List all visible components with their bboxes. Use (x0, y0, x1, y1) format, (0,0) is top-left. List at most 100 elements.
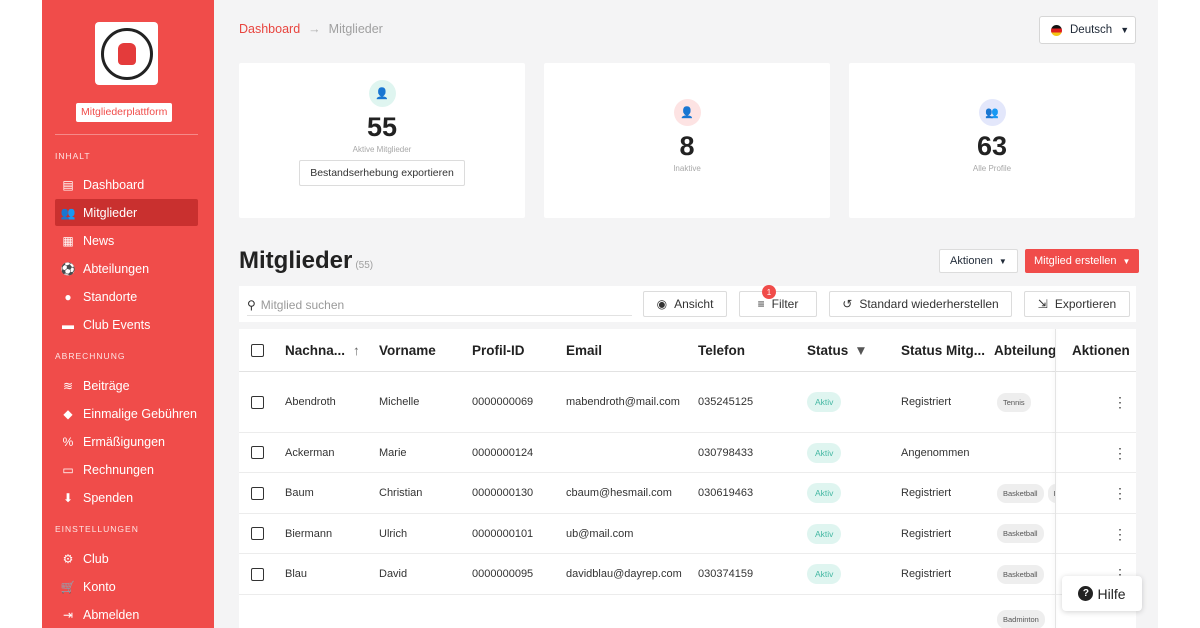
sidebar-item-abmelden[interactable]: ⇥ Abmelden (55, 601, 198, 628)
more-vertical-icon[interactable]: ⋮ (1113, 444, 1127, 461)
location-pin-icon: ● (64, 289, 72, 304)
header-membership-status[interactable]: Status Mitg... (901, 342, 985, 358)
sidebar-item-einmalige-gebuehren[interactable]: ◆ Einmalige Gebühren (55, 400, 198, 427)
cell-membership-status: Registriert (901, 487, 952, 499)
cell-phone: 030798433 (698, 446, 754, 459)
header-lastname-label: Nachna... (285, 342, 346, 358)
sidebar-item-label: Einmalige Gebühren (83, 406, 197, 421)
table-row[interactable]: Blau David 0000000095 davidblau@dayrep.c… (239, 554, 1136, 595)
sidebar-item-label: Mitglieder (83, 205, 138, 220)
sidebar-item-rechnungen[interactable]: ▭ Rechnungen (55, 456, 198, 483)
more-vertical-icon[interactable]: ⋮ (1113, 525, 1127, 542)
help-button[interactable]: ? Hilfe (1062, 576, 1142, 611)
header-departments[interactable]: Abteilunge (994, 342, 1056, 358)
sidebar-item-label: Konto (83, 579, 116, 594)
user-plus-icon: 👤 (368, 80, 396, 107)
stat-label: Inaktive (673, 164, 701, 173)
cell-lastname: Blau (285, 568, 308, 580)
cell-membership-status: Registriert (901, 527, 952, 540)
sidebar-item-standorte[interactable]: ● Standorte (55, 283, 198, 310)
sidebar-divider (55, 134, 198, 135)
table-row[interactable]: Biermann Ulrich 0000000101 ub@mail.com A… (239, 514, 1136, 554)
hand-holding-icon: ⬇ (62, 490, 74, 505)
stat-value: 63 (976, 131, 1008, 161)
stat-card-all-profiles: 👥 63 Alle Profile (849, 63, 1135, 218)
header-profile-id[interactable]: Profil-ID (472, 342, 525, 358)
language-select[interactable]: Deutsch ▼ (1039, 16, 1136, 44)
actions-dropdown-button[interactable]: Aktionen ▼ (939, 249, 1018, 273)
select-all-checkbox[interactable] (251, 343, 264, 357)
filter-button[interactable]: ≡ Filter 1 (739, 285, 817, 317)
tag-icon: ◆ (63, 406, 73, 421)
actions-label: Aktionen (950, 255, 993, 267)
more-vertical-icon[interactable]: ⋮ (1113, 485, 1127, 501)
view-button[interactable]: ◉ Ansicht (643, 291, 727, 317)
department-badge: Tennis (997, 392, 1031, 412)
export-inventory-button[interactable]: Bestandserhebung exportieren (299, 160, 465, 186)
row-checkbox[interactable] (251, 567, 264, 581)
sidebar-item-club-events[interactable]: ▬ Club Events (55, 311, 198, 338)
sidebar-item-abteilungen[interactable]: ⚽ Abteilungen (55, 255, 198, 282)
members-table: Nachna... ↑ Vorname Profil-ID Email Tele… (239, 329, 1136, 628)
sidebar-item-konto[interactable]: 🛒 Konto (55, 573, 198, 600)
row-checkbox[interactable] (251, 486, 264, 500)
department-badge: Badminton (997, 610, 1045, 628)
cell-profile-id: 0000000095 (472, 568, 534, 580)
sidebar-item-label: News (83, 233, 115, 248)
sidebar-item-club[interactable]: ⚙ Club (55, 545, 198, 572)
search-input[interactable]: ⚲ Mitglied suchen (247, 294, 632, 316)
export-button[interactable]: ⇲ Exportieren (1024, 291, 1130, 317)
language-label: Deutsch (1070, 24, 1113, 36)
club-logo[interactable] (95, 22, 158, 85)
sidebar-item-dashboard[interactable]: ▤ Dashboard (55, 171, 198, 198)
section-content-heading: INHALT (55, 151, 91, 161)
sidebar-item-label: Abteilungen (83, 261, 150, 276)
credit-card-icon: ▭ (62, 462, 74, 477)
table-row[interactable]: Baum Christian 0000000130 cbaum@hesmail.… (239, 473, 1136, 514)
breadcrumb-dashboard-link[interactable]: Dashboard (239, 22, 301, 36)
export-label: Exportieren (1054, 297, 1117, 311)
platform-label[interactable]: Mitgliederplattform (76, 103, 173, 122)
user-x-icon: 👤 (673, 99, 701, 126)
cell-membership-status: Angenommen (901, 446, 970, 459)
cell-phone: 030374159 (698, 568, 754, 580)
cell-lastname: Baum (285, 487, 314, 499)
stat-card-active: 👤 55 Aktive Mitglieder Bestandserhebung … (239, 63, 525, 218)
gear-icon: ⚙ (62, 551, 74, 566)
search-icon: ⚲ (247, 297, 256, 312)
header-status[interactable]: Status ▼ (807, 329, 868, 371)
table-row[interactable]: Ackerman Marie 0000000124 030798433 Akti… (239, 433, 1136, 473)
eye-icon: ◉ (656, 297, 668, 311)
sidebar-item-beitraege[interactable]: ≋ Beiträge (55, 372, 198, 399)
header-lastname[interactable]: Nachna... ↑ (285, 329, 370, 371)
question-circle-icon: ? (1078, 586, 1094, 601)
row-checkbox[interactable] (251, 446, 264, 459)
row-checkbox[interactable] (251, 395, 264, 409)
table-row[interactable]: Abendroth Michelle 0000000069 mabendroth… (239, 372, 1136, 433)
sidebar-item-label: Spenden (83, 490, 134, 505)
header-firstname[interactable]: Vorname (379, 342, 436, 358)
stat-label: Aktive Mitglieder (352, 145, 412, 154)
sidebar-item-mitglieder[interactable]: 👥 Mitglieder (55, 199, 198, 226)
german-flag-icon (1051, 24, 1062, 36)
sidebar-item-label: Abmelden (83, 607, 140, 622)
reset-default-button[interactable]: ↺ Standard wiederherstellen (829, 291, 1012, 317)
header-phone[interactable]: Telefon (698, 342, 745, 358)
sidebar-item-news[interactable]: ▦ News (55, 227, 198, 254)
create-member-button[interactable]: Mitglied erstellen ▼ (1025, 249, 1140, 273)
cell-profile-id: 0000000124 (472, 446, 534, 459)
sidebar-item-ermaessigungen[interactable]: % Ermäßigungen (55, 428, 198, 455)
table-row[interactable]: Badminton (239, 595, 1136, 628)
row-checkbox[interactable] (251, 527, 264, 540)
more-vertical-icon[interactable]: ⋮ (1113, 394, 1127, 410)
section-billing-heading: ABRECHNUNG (55, 351, 126, 361)
sidebar-item-spenden[interactable]: ⬇ Spenden (55, 484, 198, 511)
member-count: (55) (355, 260, 374, 271)
sidebar: Mitgliederplattform INHALT ▤ Dashboard 👥 M… (42, 0, 214, 628)
filter-count-badge: 1 (762, 285, 776, 299)
status-badge: Aktiv (807, 392, 842, 412)
header-email[interactable]: Email (566, 342, 603, 358)
sort-arrow-up-icon: ↑ (353, 342, 360, 358)
page-title-text: Mitglieder (239, 247, 353, 274)
status-badge: Aktiv (807, 483, 842, 503)
